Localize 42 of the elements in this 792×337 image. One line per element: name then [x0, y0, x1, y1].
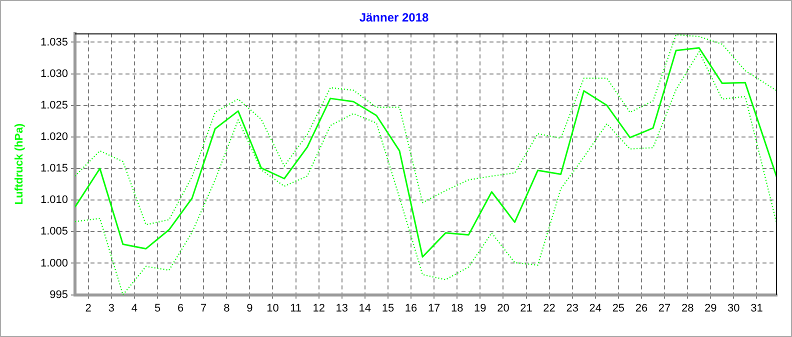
chart-title: Jänner 2018: [359, 10, 430, 25]
y-axis-title: Luftdruck (hPa): [14, 123, 26, 205]
x-tick-label: 7: [200, 302, 207, 314]
x-tick-label: 20: [497, 302, 510, 314]
x-tick-label: 11: [290, 302, 302, 314]
x-tick-label: 23: [566, 302, 578, 314]
x-tick-label: 16: [404, 302, 418, 314]
x-tick-label: 14: [358, 302, 372, 314]
x-tick-label: 3: [108, 302, 114, 314]
x-tick-label: 13: [336, 302, 348, 314]
x-tick-label: 31: [750, 302, 763, 314]
y-tick-label: 995: [50, 288, 68, 301]
x-tick-label: 4: [131, 302, 138, 314]
x-tick-label: 29: [704, 302, 717, 314]
x-tick-label: 30: [728, 302, 740, 314]
x-tick-label: 17: [428, 302, 440, 314]
x-tick-label: 18: [450, 302, 464, 314]
x-tick-label: 10: [266, 302, 279, 314]
x-tick-label: 26: [635, 302, 648, 314]
x-tick-label: 5: [154, 302, 161, 314]
x-tick-label: 15: [382, 302, 394, 314]
y-tick-label: 1.030: [40, 68, 68, 80]
y-tick-label: 1.015: [40, 162, 68, 175]
y-tick-label: 1.000: [40, 257, 68, 270]
x-tick-label: 22: [543, 302, 556, 314]
x-tick-label: 12: [312, 302, 325, 314]
x-tick-label: 19: [474, 302, 486, 314]
y-tick-label: 1.010: [40, 194, 68, 206]
x-tick-label: 25: [612, 302, 625, 314]
x-tick-label: 8: [224, 302, 230, 314]
x-tick-label: 21: [520, 302, 532, 314]
x-tick-label: 24: [589, 302, 602, 314]
y-tick-label: 1.025: [40, 99, 68, 112]
x-tick-label: 6: [177, 302, 184, 314]
x-tick-label: 27: [658, 302, 671, 314]
x-tick-label: 9: [246, 302, 253, 314]
y-tick-label: 1.035: [40, 36, 68, 48]
y-tick-label: 1.005: [40, 226, 68, 238]
x-tick-label: 2: [85, 302, 92, 314]
x-tick-label: 28: [681, 302, 694, 314]
y-tick-label: 1.020: [40, 130, 68, 143]
line-series: [75, 34, 777, 226]
